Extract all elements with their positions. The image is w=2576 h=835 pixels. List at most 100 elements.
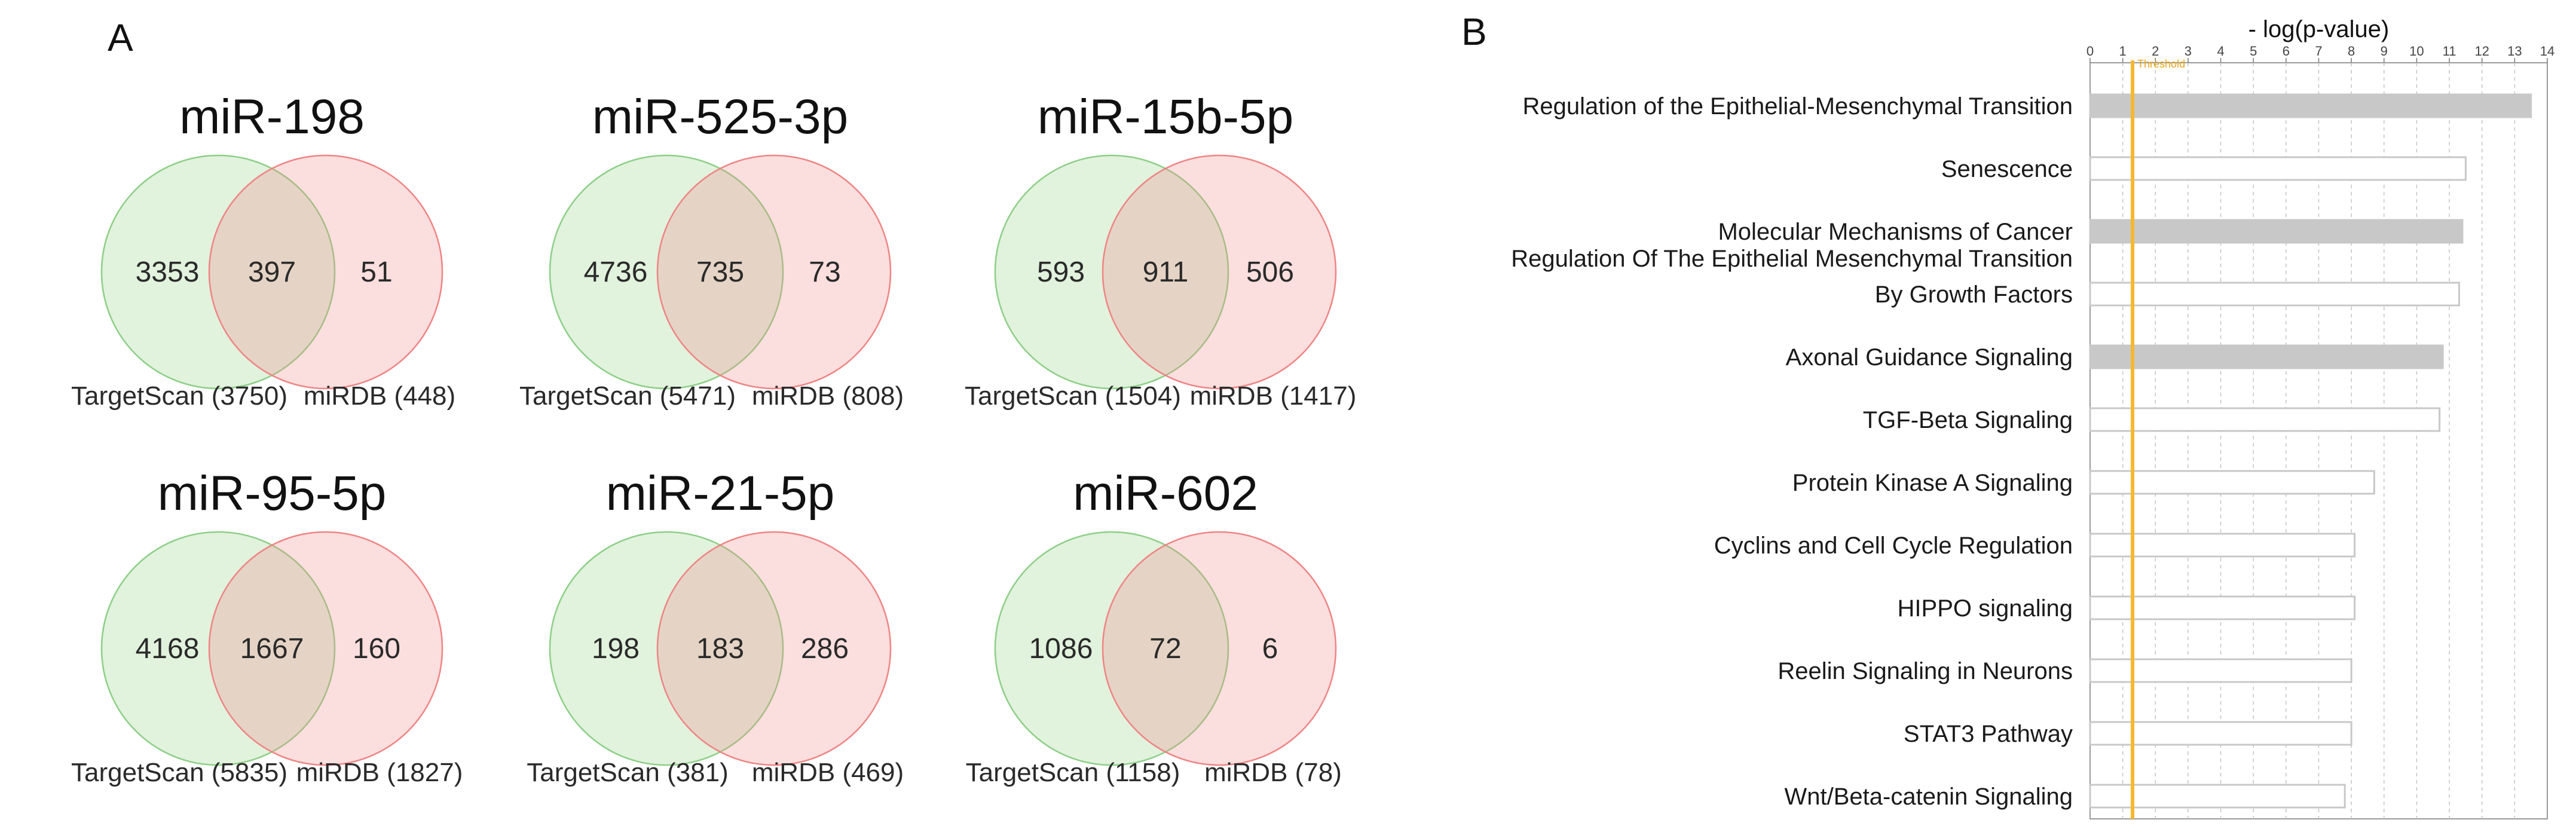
x-tick-label: 4 [2217,44,2224,59]
venn-right-circle [1102,154,1337,390]
x-tick-label: 2 [2152,44,2159,59]
venn-overlap-count: 183 [696,633,744,665]
x-tick-label: 6 [2283,44,2290,59]
x-tick-label: 7 [2315,44,2322,59]
category-label: HIPPO signaling [1898,595,2073,622]
venn-right-count: 73 [809,256,840,288]
venn-left-count: 593 [1037,256,1085,288]
bar-7 [2089,470,2375,495]
bar-9 [2089,595,2356,620]
venn-right-circle [656,154,892,390]
x-tick-label: 1 [2119,44,2127,59]
venn-right-set-label: miRDB (448) [304,381,455,411]
venn-right-count: 6 [1262,633,1278,665]
venn-title: miR-15b-5p [1038,90,1293,144]
bar-5 [2089,344,2444,369]
venn-left-circle [994,531,1229,766]
category-label: Axonal Guidance Signaling [1786,344,2073,371]
venn-right-circle [1102,531,1337,766]
venn-5: miR-21-5p 198 183 286 TargetScan (381) miRDB … [527,466,904,787]
x-tick-label: 8 [2348,44,2355,59]
venn-left-circle [100,154,336,390]
x-tick-label: 0 [2087,44,2094,59]
venn-right-set-label: miRDB (78) [1204,758,1342,787]
bar-8 [2089,533,2356,558]
category-label-line: By Growth Factors [1875,282,2073,308]
panel-letter-b: B [1461,10,1487,53]
venn-left-count: 198 [592,633,640,665]
venn-right-set-label: miRDB (469) [752,758,904,787]
x-tick-label: 5 [2250,44,2257,59]
venn-right-set-label: miRDB (1827) [296,758,463,787]
venn-panel: miR-198 3353 397 51 TargetScan (3750) miRDB (… [71,90,1356,787]
venn-3: miR-15b-5p 593 911 506 TargetScan (1504) miRD… [965,90,1356,411]
venn-right-circle [656,531,892,766]
category-label: Regulation of the Epithelial-Mesenchymal… [1523,93,2073,120]
category-label: Cyclins and Cell Cycle Regulation [1714,533,2073,559]
category-label: TGF-Beta Signaling [1863,407,2073,433]
x-tick-label: 14 [2540,44,2554,59]
bar-1 [2089,93,2532,118]
venn-left-set-label: TargetScan (5835) [71,758,287,787]
bar-12 [2089,784,2346,809]
category-label-line: Regulation Of The Epithelial Mesenchymal… [1511,246,2073,272]
venn-overlap-count: 72 [1149,633,1181,665]
bar-10 [2089,658,2352,683]
venn-left-circle [100,531,336,766]
venn-right-count: 160 [353,633,400,665]
x-tick-label: 12 [2474,44,2489,59]
venn-overlap-count: 397 [248,256,296,288]
venn-1: miR-198 3353 397 51 TargetScan (3750) miRDB (… [71,90,455,411]
venn-title: miR-198 [179,90,365,144]
bar-6 [2089,407,2441,432]
x-tick-label: 3 [2185,44,2192,59]
venn-right-count: 506 [1246,256,1294,288]
category-label: Senescence [1941,156,2073,182]
venn-left-circle [994,154,1229,390]
bar-3 [2089,219,2464,244]
venn-left-circle [549,531,784,766]
venn-left-count: 4168 [136,633,200,665]
venn-title: miR-525-3p [592,90,848,144]
venn-overlap-count: 911 [1143,256,1189,288]
venn-right-set-label: miRDB (1417) [1190,381,1357,411]
venn-left-circle [549,154,784,390]
venn-right-count: 286 [801,633,849,665]
venn-right-count: 51 [360,256,392,288]
category-label: Molecular Mechanisms of Cancer [1718,219,2073,245]
bar-2 [2089,156,2467,181]
category-label: Reelin Signaling in Neurons [1777,658,2073,684]
x-tick-label: 13 [2507,44,2522,59]
venn-title: miR-95-5p [158,466,387,521]
venn-left-set-label: TargetScan (5471) [519,381,736,411]
venn-4: miR-95-5p 4168 1667 160 TargetScan (5835) miR… [71,466,463,787]
venn-left-set-label: TargetScan (1504) [965,381,1181,411]
x-tick-label: 10 [2409,44,2424,59]
venn-right-circle [208,531,443,766]
x-tick-label: 9 [2381,44,2388,59]
x-tick-label: 11 [2443,44,2456,59]
venn-left-count: 3353 [136,256,200,288]
venn-right-circle [208,154,443,390]
venn-right-set-label: miRDB (808) [752,381,904,411]
venn-title: miR-602 [1073,466,1258,521]
venn-left-count: 1086 [1029,633,1093,665]
bar-11 [2089,721,2352,746]
venn-left-set-label: TargetScan (381) [527,758,729,787]
venn-overlap-count: 735 [696,256,744,288]
venn-6: miR-602 1086 72 6 TargetScan (1158) miRDB (78… [966,466,1342,787]
venn-left-set-label: TargetScan (1158) [966,758,1180,787]
category-label: Wnt/Beta-catenin Signaling [1785,784,2073,810]
venn-title: miR-21-5p [606,466,835,521]
bar-4 [2089,282,2460,307]
category-label: Protein Kinase A Signaling [1792,470,2073,496]
x-axis-title: - log(p-value) [2248,16,2390,42]
venn-overlap-count: 1667 [240,633,304,665]
venn-left-count: 4736 [584,256,648,288]
category-label: STAT3 Pathway [1904,721,2073,747]
venn-left-set-label: TargetScan (3750) [71,381,287,411]
bar-chart: 0 1 2 3 4 5 6 7 8 9 10 11 12 13 14- log(p-value)Regula… [1511,16,2554,819]
threshold-label: Threshold [2137,58,2185,70]
venn-2: miR-525-3p 4736 735 73 TargetScan (5471) miRD… [519,90,904,411]
